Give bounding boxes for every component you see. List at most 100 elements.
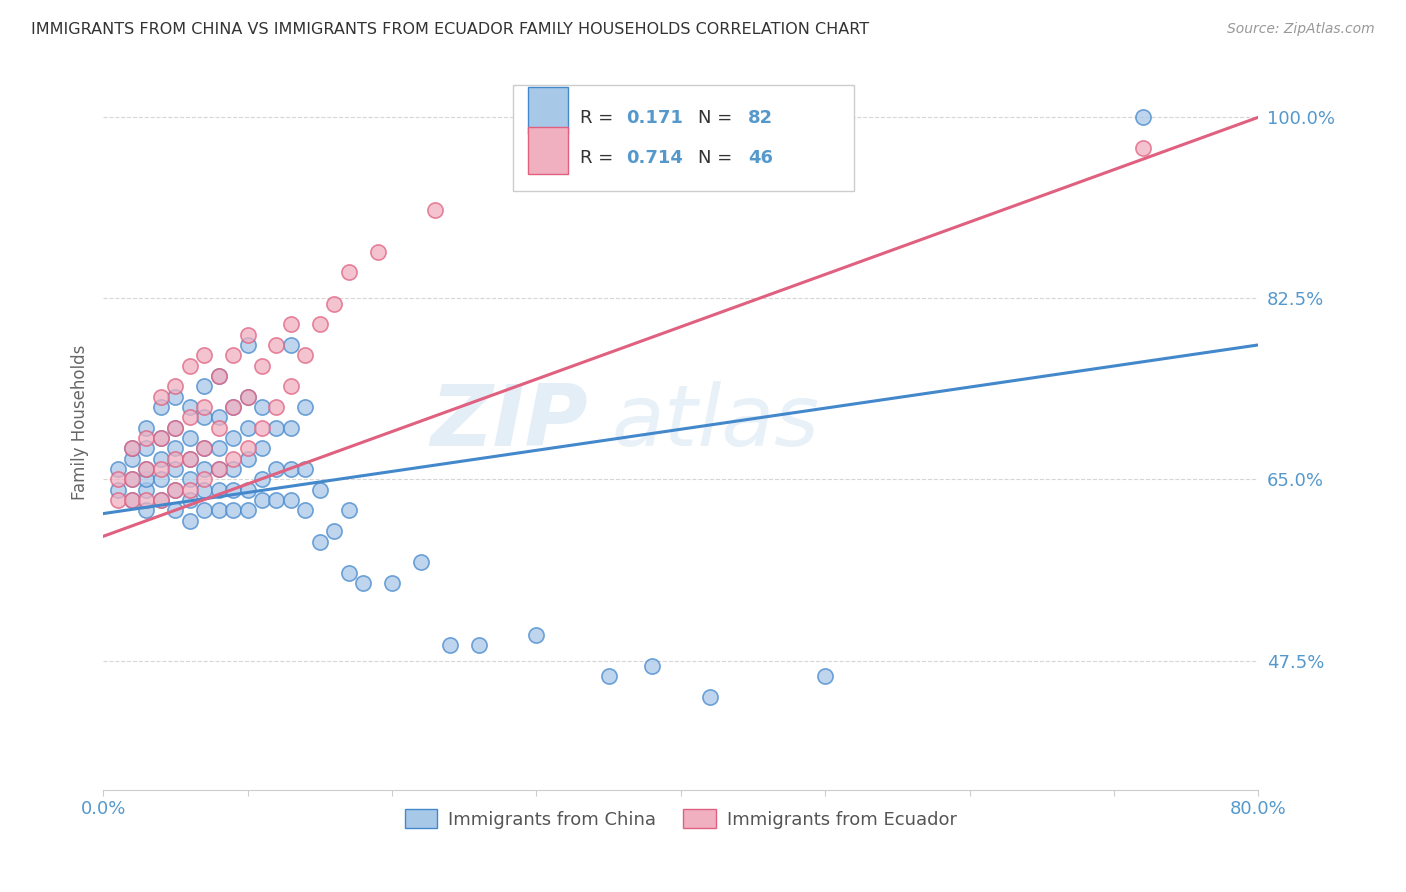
Point bbox=[179, 451, 201, 466]
Point bbox=[121, 493, 143, 508]
Point bbox=[208, 462, 231, 476]
Point bbox=[179, 400, 201, 414]
Point bbox=[294, 348, 316, 362]
Point bbox=[193, 400, 215, 414]
Point bbox=[409, 555, 432, 569]
Point bbox=[179, 451, 201, 466]
Legend: Immigrants from China, Immigrants from Ecuador: Immigrants from China, Immigrants from E… bbox=[398, 802, 965, 836]
Point bbox=[308, 534, 330, 549]
Point bbox=[121, 442, 143, 456]
Point bbox=[121, 472, 143, 486]
Point bbox=[280, 493, 302, 508]
Point bbox=[179, 410, 201, 425]
Point bbox=[236, 503, 259, 517]
Point bbox=[179, 514, 201, 528]
Point bbox=[208, 483, 231, 497]
Point bbox=[193, 379, 215, 393]
Point bbox=[222, 431, 245, 445]
Point bbox=[323, 296, 346, 310]
Point bbox=[193, 503, 215, 517]
Text: 0.714: 0.714 bbox=[627, 149, 683, 167]
Point bbox=[294, 400, 316, 414]
Point bbox=[266, 493, 288, 508]
Point bbox=[135, 462, 157, 476]
Text: atlas: atlas bbox=[612, 381, 820, 464]
Point bbox=[121, 442, 143, 456]
Point bbox=[193, 410, 215, 425]
Point bbox=[222, 400, 245, 414]
Point bbox=[280, 379, 302, 393]
Point bbox=[236, 451, 259, 466]
Point bbox=[337, 503, 360, 517]
Point bbox=[308, 483, 330, 497]
Point bbox=[208, 503, 231, 517]
Point bbox=[149, 451, 172, 466]
Point bbox=[294, 503, 316, 517]
Point bbox=[280, 420, 302, 434]
Point bbox=[193, 483, 215, 497]
Point bbox=[236, 338, 259, 352]
Point bbox=[208, 368, 231, 383]
Point bbox=[208, 462, 231, 476]
Point bbox=[135, 493, 157, 508]
Text: N =: N = bbox=[699, 109, 738, 127]
Point bbox=[236, 327, 259, 342]
Point bbox=[121, 451, 143, 466]
Point bbox=[250, 420, 273, 434]
Point bbox=[367, 244, 389, 259]
Point bbox=[149, 462, 172, 476]
Point bbox=[165, 379, 187, 393]
Point bbox=[193, 462, 215, 476]
Point bbox=[179, 472, 201, 486]
Point bbox=[266, 400, 288, 414]
Text: N =: N = bbox=[699, 149, 738, 167]
Point bbox=[121, 493, 143, 508]
Point bbox=[280, 317, 302, 331]
Point bbox=[1132, 141, 1154, 155]
Y-axis label: Family Households: Family Households bbox=[72, 345, 89, 500]
Point bbox=[149, 472, 172, 486]
Point bbox=[266, 462, 288, 476]
Point bbox=[236, 483, 259, 497]
Point bbox=[121, 472, 143, 486]
Point bbox=[149, 400, 172, 414]
Point bbox=[337, 566, 360, 580]
Point bbox=[352, 576, 374, 591]
Point bbox=[135, 442, 157, 456]
FancyBboxPatch shape bbox=[529, 128, 568, 174]
Point bbox=[165, 390, 187, 404]
Point bbox=[814, 669, 837, 683]
Point bbox=[236, 442, 259, 456]
Point bbox=[699, 690, 721, 704]
Point bbox=[1132, 110, 1154, 124]
Point bbox=[222, 400, 245, 414]
Point bbox=[222, 462, 245, 476]
Point bbox=[135, 431, 157, 445]
Point bbox=[165, 483, 187, 497]
Point bbox=[179, 493, 201, 508]
Point bbox=[323, 524, 346, 539]
Text: IMMIGRANTS FROM CHINA VS IMMIGRANTS FROM ECUADOR FAMILY HOUSEHOLDS CORRELATION C: IMMIGRANTS FROM CHINA VS IMMIGRANTS FROM… bbox=[31, 22, 869, 37]
Point bbox=[149, 493, 172, 508]
Point bbox=[250, 493, 273, 508]
Point bbox=[179, 431, 201, 445]
Point bbox=[165, 420, 187, 434]
FancyBboxPatch shape bbox=[513, 85, 853, 191]
Point bbox=[193, 472, 215, 486]
Point bbox=[193, 442, 215, 456]
Point bbox=[149, 431, 172, 445]
Point bbox=[165, 462, 187, 476]
Point bbox=[250, 472, 273, 486]
Point bbox=[135, 503, 157, 517]
Text: 82: 82 bbox=[748, 109, 773, 127]
Text: 46: 46 bbox=[748, 149, 773, 167]
Point bbox=[250, 359, 273, 373]
Point bbox=[236, 390, 259, 404]
Point bbox=[222, 503, 245, 517]
Point bbox=[381, 576, 404, 591]
Point bbox=[524, 628, 547, 642]
Point bbox=[135, 420, 157, 434]
Point bbox=[308, 317, 330, 331]
Text: R =: R = bbox=[581, 109, 619, 127]
Point bbox=[266, 338, 288, 352]
